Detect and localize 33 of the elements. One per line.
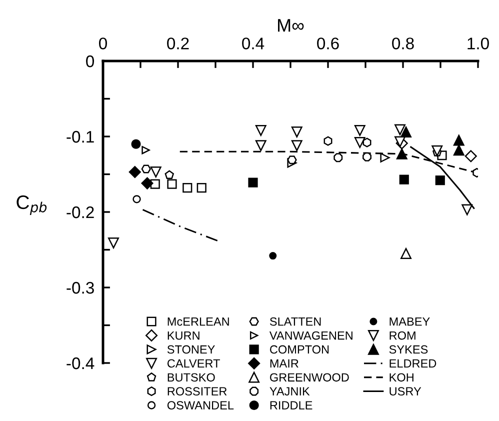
legend-label: ELDRED bbox=[390, 359, 436, 368]
x-tick-label: 0.2 bbox=[167, 38, 189, 50]
legend-label: ROM bbox=[390, 331, 416, 340]
x-tick-label: 0.6 bbox=[317, 38, 339, 50]
legend-label: USRY bbox=[390, 387, 422, 396]
x-tick-label: 0.8 bbox=[392, 38, 414, 50]
legend-label: VANWAGENEN bbox=[269, 331, 352, 340]
x-tick-label: 0 bbox=[99, 38, 107, 50]
y-tick-label: -0.3 bbox=[66, 282, 94, 294]
y-tick-label: -0.2 bbox=[66, 206, 94, 218]
legend-label: YAJNIK bbox=[270, 387, 310, 396]
legend-label: SYKES bbox=[389, 345, 428, 354]
x-tick-label: 0.4 bbox=[242, 38, 264, 50]
legend-label: KURN bbox=[168, 331, 200, 340]
legend-label: SLATTEN bbox=[270, 317, 321, 326]
x-axis-title: M∞ bbox=[278, 19, 304, 32]
legend-label: ROSSITER bbox=[168, 387, 227, 396]
y-tick-label: 0 bbox=[86, 55, 94, 68]
legend-label: CALVERT bbox=[167, 359, 220, 368]
legend-label: MABEY bbox=[390, 318, 430, 326]
y-axis-title: C$_{pb}$ bbox=[16, 195, 47, 215]
legend-label: KOH bbox=[390, 373, 414, 382]
y-tick-label: -0.4 bbox=[66, 357, 94, 370]
legend-label: RIDDLE bbox=[270, 401, 312, 410]
legend-label: MAIR bbox=[270, 359, 298, 368]
legend-label: GREENWOOD bbox=[270, 373, 349, 382]
legend-label: STONEY bbox=[167, 345, 215, 354]
y-tick-label: -0.1 bbox=[66, 130, 94, 143]
x-tick-label: 1.0 bbox=[468, 38, 489, 50]
legend-label: COMPTON bbox=[270, 345, 329, 354]
legend-label: BUTSKO bbox=[168, 373, 215, 382]
legend-label: OSWANDEL bbox=[167, 401, 234, 410]
legend-label: McERLEAN bbox=[168, 318, 229, 326]
